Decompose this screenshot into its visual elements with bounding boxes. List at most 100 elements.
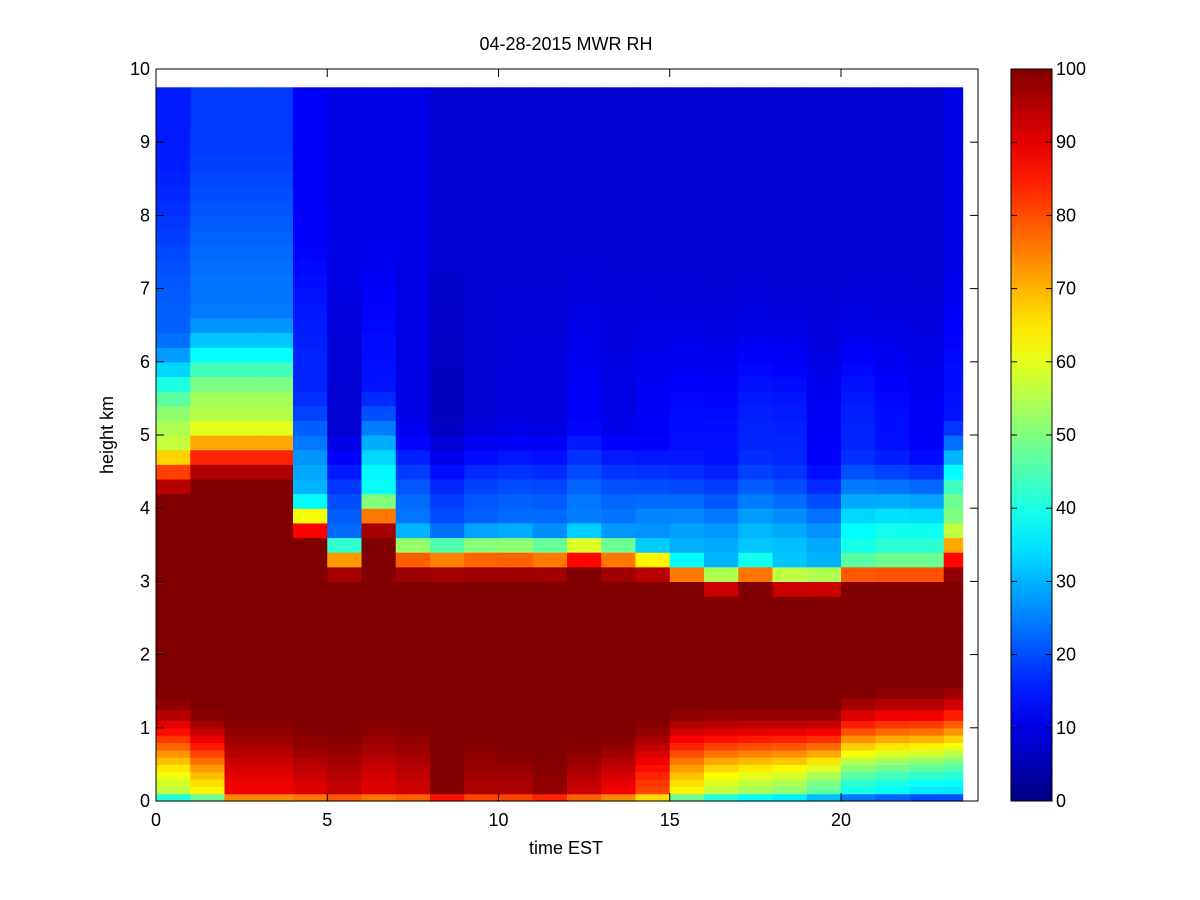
heatmap-cell xyxy=(327,405,363,421)
heatmap-cell xyxy=(327,727,363,736)
heatmap-cell xyxy=(498,186,534,202)
heatmap-cell xyxy=(395,186,431,202)
heatmap-cell xyxy=(258,727,294,736)
heatmap-cell xyxy=(841,142,876,158)
heatmap-cell xyxy=(567,596,602,612)
heatmap-cell xyxy=(875,171,911,187)
heatmap-cell xyxy=(464,215,500,231)
heatmap-cell xyxy=(567,98,602,114)
heatmap-cell xyxy=(601,332,637,348)
heatmap-cell xyxy=(190,273,226,290)
heatmap-cell xyxy=(875,230,911,246)
heatmap-cell xyxy=(464,98,500,114)
heatmap-cell xyxy=(738,625,774,641)
heatmap-cell xyxy=(943,464,964,480)
heatmap-cell xyxy=(704,259,739,275)
heatmap-cell xyxy=(258,793,294,802)
heatmap-cell xyxy=(669,727,705,736)
heatmap-cell xyxy=(704,735,739,744)
heatmap-cell xyxy=(190,347,226,363)
heatmap-cell xyxy=(806,317,842,334)
heatmap-cell xyxy=(395,435,431,451)
heatmap-cell xyxy=(738,508,774,524)
heatmap-cell xyxy=(806,230,842,246)
heatmap-cell xyxy=(567,749,602,758)
heatmap-cell xyxy=(464,142,500,158)
heatmap-cell xyxy=(395,259,431,275)
heatmap-cell xyxy=(156,464,191,480)
heatmap-cell xyxy=(293,771,328,780)
heatmap-cell xyxy=(806,552,842,568)
heatmap-cell xyxy=(841,720,876,729)
heatmap-cell xyxy=(704,625,739,641)
heatmap-cell xyxy=(875,654,911,667)
heatmap-cell xyxy=(498,654,534,667)
heatmap-cell xyxy=(327,764,363,773)
heatmap-cell xyxy=(156,720,191,729)
heatmap-cell xyxy=(224,735,260,744)
heatmap-cell xyxy=(772,98,808,114)
heatmap-cell xyxy=(224,347,260,363)
heatmap-cell xyxy=(772,665,808,678)
heatmap-cell xyxy=(704,757,739,765)
heatmap-cell xyxy=(738,186,774,202)
heatmap-cell xyxy=(567,793,602,802)
heatmap-cell xyxy=(224,596,260,612)
heatmap-cell xyxy=(258,317,294,334)
heatmap-cell xyxy=(532,303,568,319)
heatmap-cell xyxy=(772,508,808,524)
heatmap-cell xyxy=(738,200,774,216)
heatmap-cell xyxy=(224,87,260,99)
x-tick-label: 15 xyxy=(660,810,680,830)
heatmap-cell xyxy=(293,793,328,802)
heatmap-cell xyxy=(806,464,842,480)
heatmap-cell xyxy=(635,391,671,407)
heatmap-cell xyxy=(498,709,534,722)
heatmap-cell xyxy=(190,303,226,319)
heatmap-cell xyxy=(190,376,226,392)
heatmap-cell xyxy=(224,405,260,421)
heatmap-cell xyxy=(806,654,842,667)
heatmap-cell xyxy=(943,742,964,751)
heatmap-cell xyxy=(704,742,739,751)
heatmap-cell xyxy=(841,610,876,626)
heatmap-cell xyxy=(909,200,945,216)
heatmap-cell xyxy=(806,273,842,290)
heatmap-cell xyxy=(430,764,465,773)
heatmap-cell xyxy=(430,420,465,436)
heatmap-cell xyxy=(704,347,739,363)
heatmap-cell xyxy=(224,244,260,260)
heatmap-cell xyxy=(909,665,945,678)
heatmap-cell xyxy=(909,156,945,173)
heatmap-cell xyxy=(738,793,774,802)
heatmap-cell xyxy=(532,581,568,597)
heatmap-cell xyxy=(327,361,363,378)
heatmap-cell xyxy=(430,361,465,378)
heatmap-cell xyxy=(875,405,911,421)
heatmap-cell xyxy=(156,87,191,99)
heatmap-cell xyxy=(224,749,260,758)
heatmap-cell xyxy=(601,87,637,99)
heatmap-cell xyxy=(567,698,602,711)
heatmap-cell xyxy=(395,215,431,231)
heatmap-cell xyxy=(224,698,260,711)
heatmap-cell xyxy=(327,596,363,612)
heatmap-cell xyxy=(772,625,808,641)
heatmap-cell xyxy=(909,98,945,114)
heatmap-cell xyxy=(806,171,842,187)
heatmap-cell xyxy=(190,464,226,480)
heatmap-cell xyxy=(635,665,671,678)
heatmap-cell xyxy=(258,449,294,465)
heatmap-cell xyxy=(909,449,945,465)
heatmap-cell xyxy=(806,112,842,129)
heatmap-cell xyxy=(806,793,842,802)
heatmap-cell xyxy=(293,288,328,304)
heatmap-cell xyxy=(669,420,705,436)
y-tick-label: 0 xyxy=(140,791,150,811)
heatmap-cell xyxy=(464,742,500,751)
heatmap-cell xyxy=(567,215,602,231)
heatmap-cell xyxy=(704,676,739,689)
heatmap-cell xyxy=(875,435,911,451)
heatmap-cell xyxy=(258,749,294,758)
heatmap-cell xyxy=(327,332,363,348)
